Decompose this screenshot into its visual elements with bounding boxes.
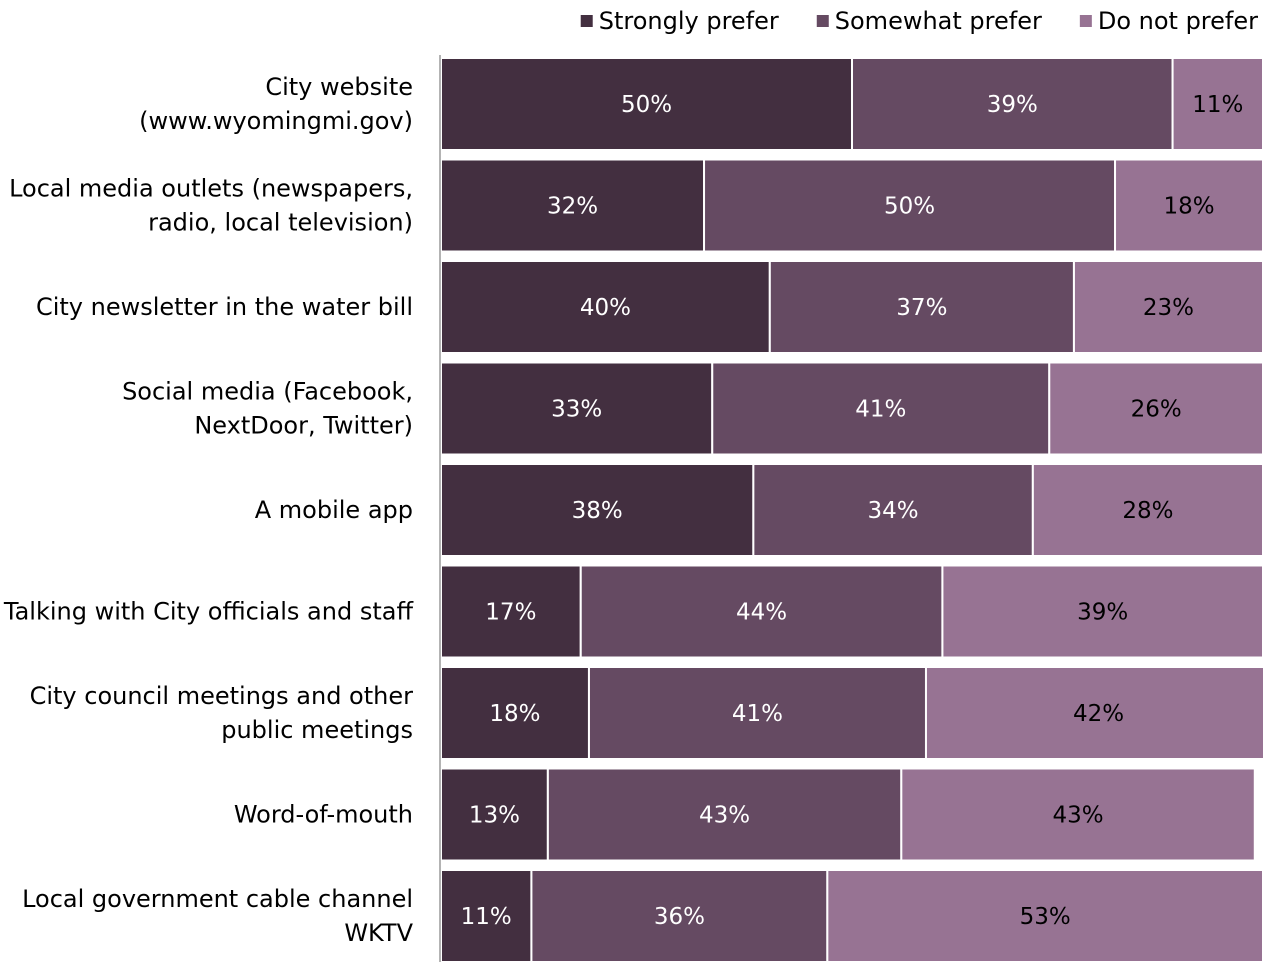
data-label: 40%: [580, 295, 631, 321]
category-label: Talking with City officials and staff: [3, 598, 414, 626]
legend-label: Somewhat prefer: [835, 7, 1042, 35]
legend-label: Do not prefer: [1098, 7, 1258, 35]
category-label: City council meetings and other public me…: [30, 682, 414, 744]
data-label: 43%: [1052, 803, 1103, 829]
legend-swatch: [1079, 15, 1092, 27]
bar-segment: [752, 463, 1034, 557]
bar-segment: [440, 564, 582, 659]
bar-segment: [440, 869, 533, 962]
data-label: 36%: [654, 904, 705, 930]
bar-segment: [1171, 57, 1263, 151]
bar-segment: [1031, 463, 1263, 557]
category-label-line: public meetings: [221, 716, 413, 744]
category-label-line: City newsletter in the water bill: [36, 293, 413, 321]
bar-segment: [900, 767, 1256, 862]
data-label: 43%: [699, 803, 750, 829]
category-label: Word-of-mouth: [234, 801, 413, 829]
legend-item: Strongly prefer: [580, 7, 779, 35]
category-label-line: Talking with City officials and staff: [3, 598, 414, 626]
bar-segment: [440, 666, 590, 760]
bar-segment: [587, 666, 927, 760]
bar-segment: [530, 869, 829, 962]
data-label: 41%: [855, 397, 906, 423]
category-label-line: Local government cable channel: [22, 885, 413, 913]
data-label: 11%: [461, 904, 512, 930]
category-label: A mobile app: [255, 496, 413, 524]
category-labels: City website (www.wyomingmi.gov) Local med…: [3, 73, 414, 947]
bar-segment: [440, 57, 853, 151]
plot-area: 50% 39% 11% 32% 50% 18% 40% 37% 23% 33% 41% 26% 38% 3…: [440, 57, 1263, 962]
category-label-line: Local media outlets (newspapers,: [9, 175, 413, 203]
data-label: 38%: [572, 498, 623, 524]
category-label: Local government cable channel WKTV: [22, 885, 414, 947]
category-label: Social media (Facebook, NextDoor, Twitter…: [122, 378, 413, 440]
data-label: 17%: [485, 600, 536, 626]
bar-segment: [703, 158, 1117, 253]
bar-segment: [440, 260, 771, 354]
data-label: 33%: [551, 397, 602, 423]
category-label-line: radio, local television): [148, 209, 413, 237]
data-label: 39%: [987, 92, 1038, 118]
category-label-line: City council meetings and other: [30, 682, 414, 710]
category-label-line: Social media (Facebook,: [122, 378, 413, 406]
category-label-line: A mobile app: [255, 496, 413, 524]
legend-swatch: [816, 15, 829, 27]
bar-segment: [1048, 361, 1263, 456]
data-label: 11%: [1192, 92, 1243, 118]
legend-swatch: [580, 15, 593, 27]
data-label: 37%: [896, 295, 947, 321]
data-label: 32%: [547, 194, 598, 220]
bar-segment: [851, 57, 1174, 151]
legend-item: Somewhat prefer: [816, 7, 1042, 35]
data-label: 50%: [621, 92, 672, 118]
category-label-line: Word-of-mouth: [234, 801, 413, 829]
data-label: 13%: [469, 803, 520, 829]
legend-item: Do not prefer: [1079, 7, 1258, 35]
category-label-line: (www.wyomingmi.gov): [139, 107, 413, 135]
bar-segment: [440, 158, 706, 253]
data-label: 39%: [1077, 600, 1128, 626]
data-label: 18%: [1163, 194, 1214, 220]
data-label: 34%: [868, 498, 919, 524]
category-label: City newsletter in the water bill: [36, 293, 413, 321]
bar-segment: [440, 463, 755, 557]
bar-segment: [440, 361, 714, 456]
bar-segment: [1114, 158, 1263, 253]
category-label: Local media outlets (newspapers, radio, l…: [9, 175, 413, 237]
data-label: 26%: [1131, 397, 1182, 423]
category-label-line: NextDoor, Twitter): [194, 412, 413, 440]
legend: Strongly prefer Somewhat prefer Do not pre…: [580, 7, 1258, 35]
data-label: 41%: [732, 701, 783, 727]
data-label: 50%: [884, 194, 935, 220]
data-label: 23%: [1143, 295, 1194, 321]
category-label-line: WKTV: [344, 919, 413, 947]
data-label: 44%: [736, 600, 787, 626]
category-label-line: City website: [265, 73, 413, 101]
bar-segment: [546, 767, 903, 862]
data-label: 18%: [489, 701, 540, 727]
bar-segment: [711, 361, 1051, 456]
data-label: 42%: [1073, 701, 1124, 727]
category-label: City website (www.wyomingmi.gov): [139, 73, 413, 135]
legend-label: Strongly prefer: [599, 7, 779, 35]
data-label: 28%: [1122, 498, 1173, 524]
bar-segment: [579, 564, 944, 659]
bar-segment: [924, 666, 1263, 760]
data-label: 53%: [1020, 904, 1071, 930]
bar-segment: [826, 869, 1263, 962]
bar-segment: [941, 564, 1263, 659]
